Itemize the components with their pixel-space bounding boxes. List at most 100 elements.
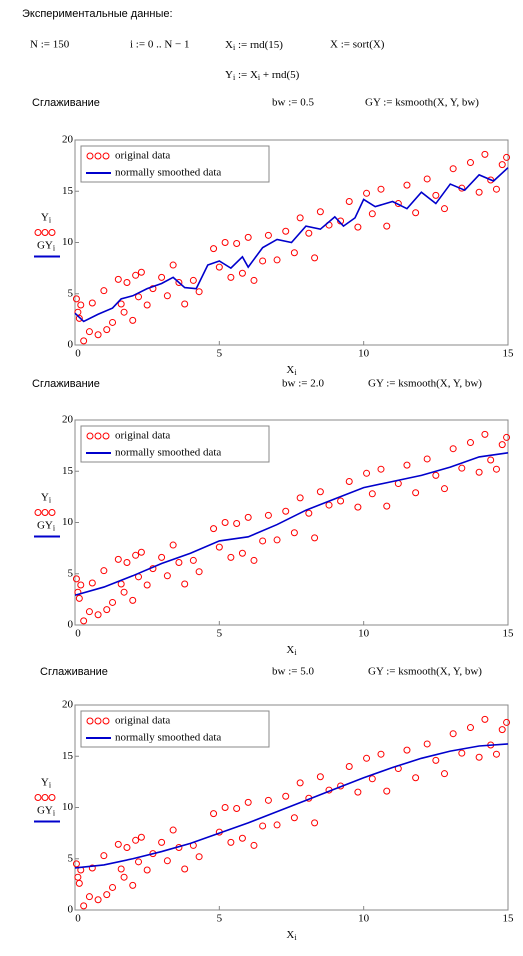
- data-point: [487, 456, 495, 464]
- data-point: [215, 263, 223, 271]
- data-point: [403, 181, 411, 189]
- data-point: [290, 249, 298, 257]
- data-point: [290, 529, 298, 537]
- data-point: [123, 843, 131, 851]
- data-point: [449, 165, 457, 173]
- data-point: [432, 756, 440, 764]
- data-point: [195, 853, 203, 861]
- data-point: [244, 798, 252, 806]
- x-axis-label-index: i: [294, 648, 297, 657]
- data-point: [80, 337, 88, 345]
- data-point: [103, 891, 111, 899]
- y-label-marker: [41, 794, 49, 801]
- data-point: [492, 750, 500, 758]
- y-axis-label-index: i: [49, 495, 52, 504]
- legend-label: original data: [115, 430, 170, 442]
- data-point: [132, 551, 140, 559]
- data-point: [123, 558, 131, 566]
- data-point: [354, 223, 362, 231]
- data-point: [250, 556, 258, 564]
- data-point: [458, 464, 466, 472]
- data-point: [227, 273, 235, 281]
- y-definition: Yi := Xi + rnd(5): [225, 69, 300, 82]
- y-axis-label-index: i: [49, 780, 52, 789]
- x-tick-label: 5: [217, 348, 223, 360]
- data-point: [75, 314, 83, 322]
- data-point: [432, 191, 440, 199]
- data-point: [210, 245, 218, 253]
- data-point: [72, 575, 80, 583]
- legend-box: [80, 145, 270, 183]
- data-point: [189, 276, 197, 284]
- data-point: [273, 256, 281, 264]
- data-point: [195, 288, 203, 296]
- x-tick-label: 0: [75, 628, 81, 640]
- data-point: [74, 873, 82, 881]
- x-axis-label-base: X: [286, 929, 294, 941]
- data-point: [94, 331, 102, 339]
- data-point: [135, 293, 143, 301]
- legend-marker: [86, 152, 94, 160]
- data-point: [72, 295, 80, 303]
- data-point: [72, 860, 80, 868]
- y-definition-index: i: [258, 73, 261, 82]
- data-point: [259, 257, 267, 265]
- data-point: [368, 490, 376, 498]
- y-label-marker: [48, 229, 56, 236]
- data-point: [423, 455, 431, 463]
- legend-label: normally smoothed data: [115, 167, 221, 179]
- data-point: [238, 269, 246, 277]
- y-label-marker: [48, 794, 56, 801]
- data-point: [238, 549, 246, 557]
- data-point: [475, 468, 483, 476]
- data-point: [163, 572, 171, 580]
- data-point: [100, 567, 108, 575]
- data-point: [449, 445, 457, 453]
- data-point: [80, 902, 88, 910]
- y-label-marker: [34, 794, 42, 801]
- y-axis-label-index: i: [53, 243, 56, 252]
- x-tick-label: 5: [217, 913, 223, 925]
- data-point: [77, 301, 85, 309]
- data-point: [80, 617, 88, 625]
- data-point: [215, 543, 223, 551]
- x-definition-part: := rnd(15): [235, 39, 283, 51]
- data-point: [354, 788, 362, 796]
- y-axis-label-index: i: [53, 808, 56, 817]
- data-point: [466, 724, 474, 732]
- data-point: [100, 287, 108, 295]
- data-point: [250, 841, 258, 849]
- y-axis-label: Yi: [41, 211, 52, 224]
- section-heading: Сглаживание: [32, 97, 100, 109]
- data-point: [383, 222, 391, 230]
- legend-marker: [86, 717, 94, 725]
- data-point: [290, 814, 298, 822]
- data-point: [85, 328, 93, 336]
- x-definition-part: X: [225, 39, 233, 51]
- data-point: [296, 214, 304, 222]
- y-axis-label-base: GY: [37, 804, 53, 816]
- data-point: [244, 513, 252, 521]
- data-point: [137, 833, 145, 841]
- x-tick-label: 0: [75, 913, 81, 925]
- data-point: [273, 536, 281, 544]
- n-definition: N := 150: [30, 39, 70, 51]
- data-point: [85, 608, 93, 616]
- y-label-marker: [34, 509, 42, 516]
- data-point: [383, 502, 391, 510]
- x-axis-label: Xi: [286, 364, 297, 377]
- smoothed-line: [74, 452, 509, 597]
- data-point: [143, 581, 151, 589]
- data-point: [354, 503, 362, 511]
- y-label-marker: [41, 229, 49, 236]
- data-point: [440, 770, 448, 778]
- data-point: [363, 754, 371, 762]
- legend-label: original data: [115, 150, 170, 162]
- data-point: [311, 819, 319, 827]
- y-tick-label: 20: [62, 414, 74, 426]
- data-point: [103, 606, 111, 614]
- legend-box: [80, 710, 270, 748]
- section-heading: Сглаживание: [40, 666, 108, 678]
- data-point: [259, 537, 267, 545]
- data-point: [114, 555, 122, 563]
